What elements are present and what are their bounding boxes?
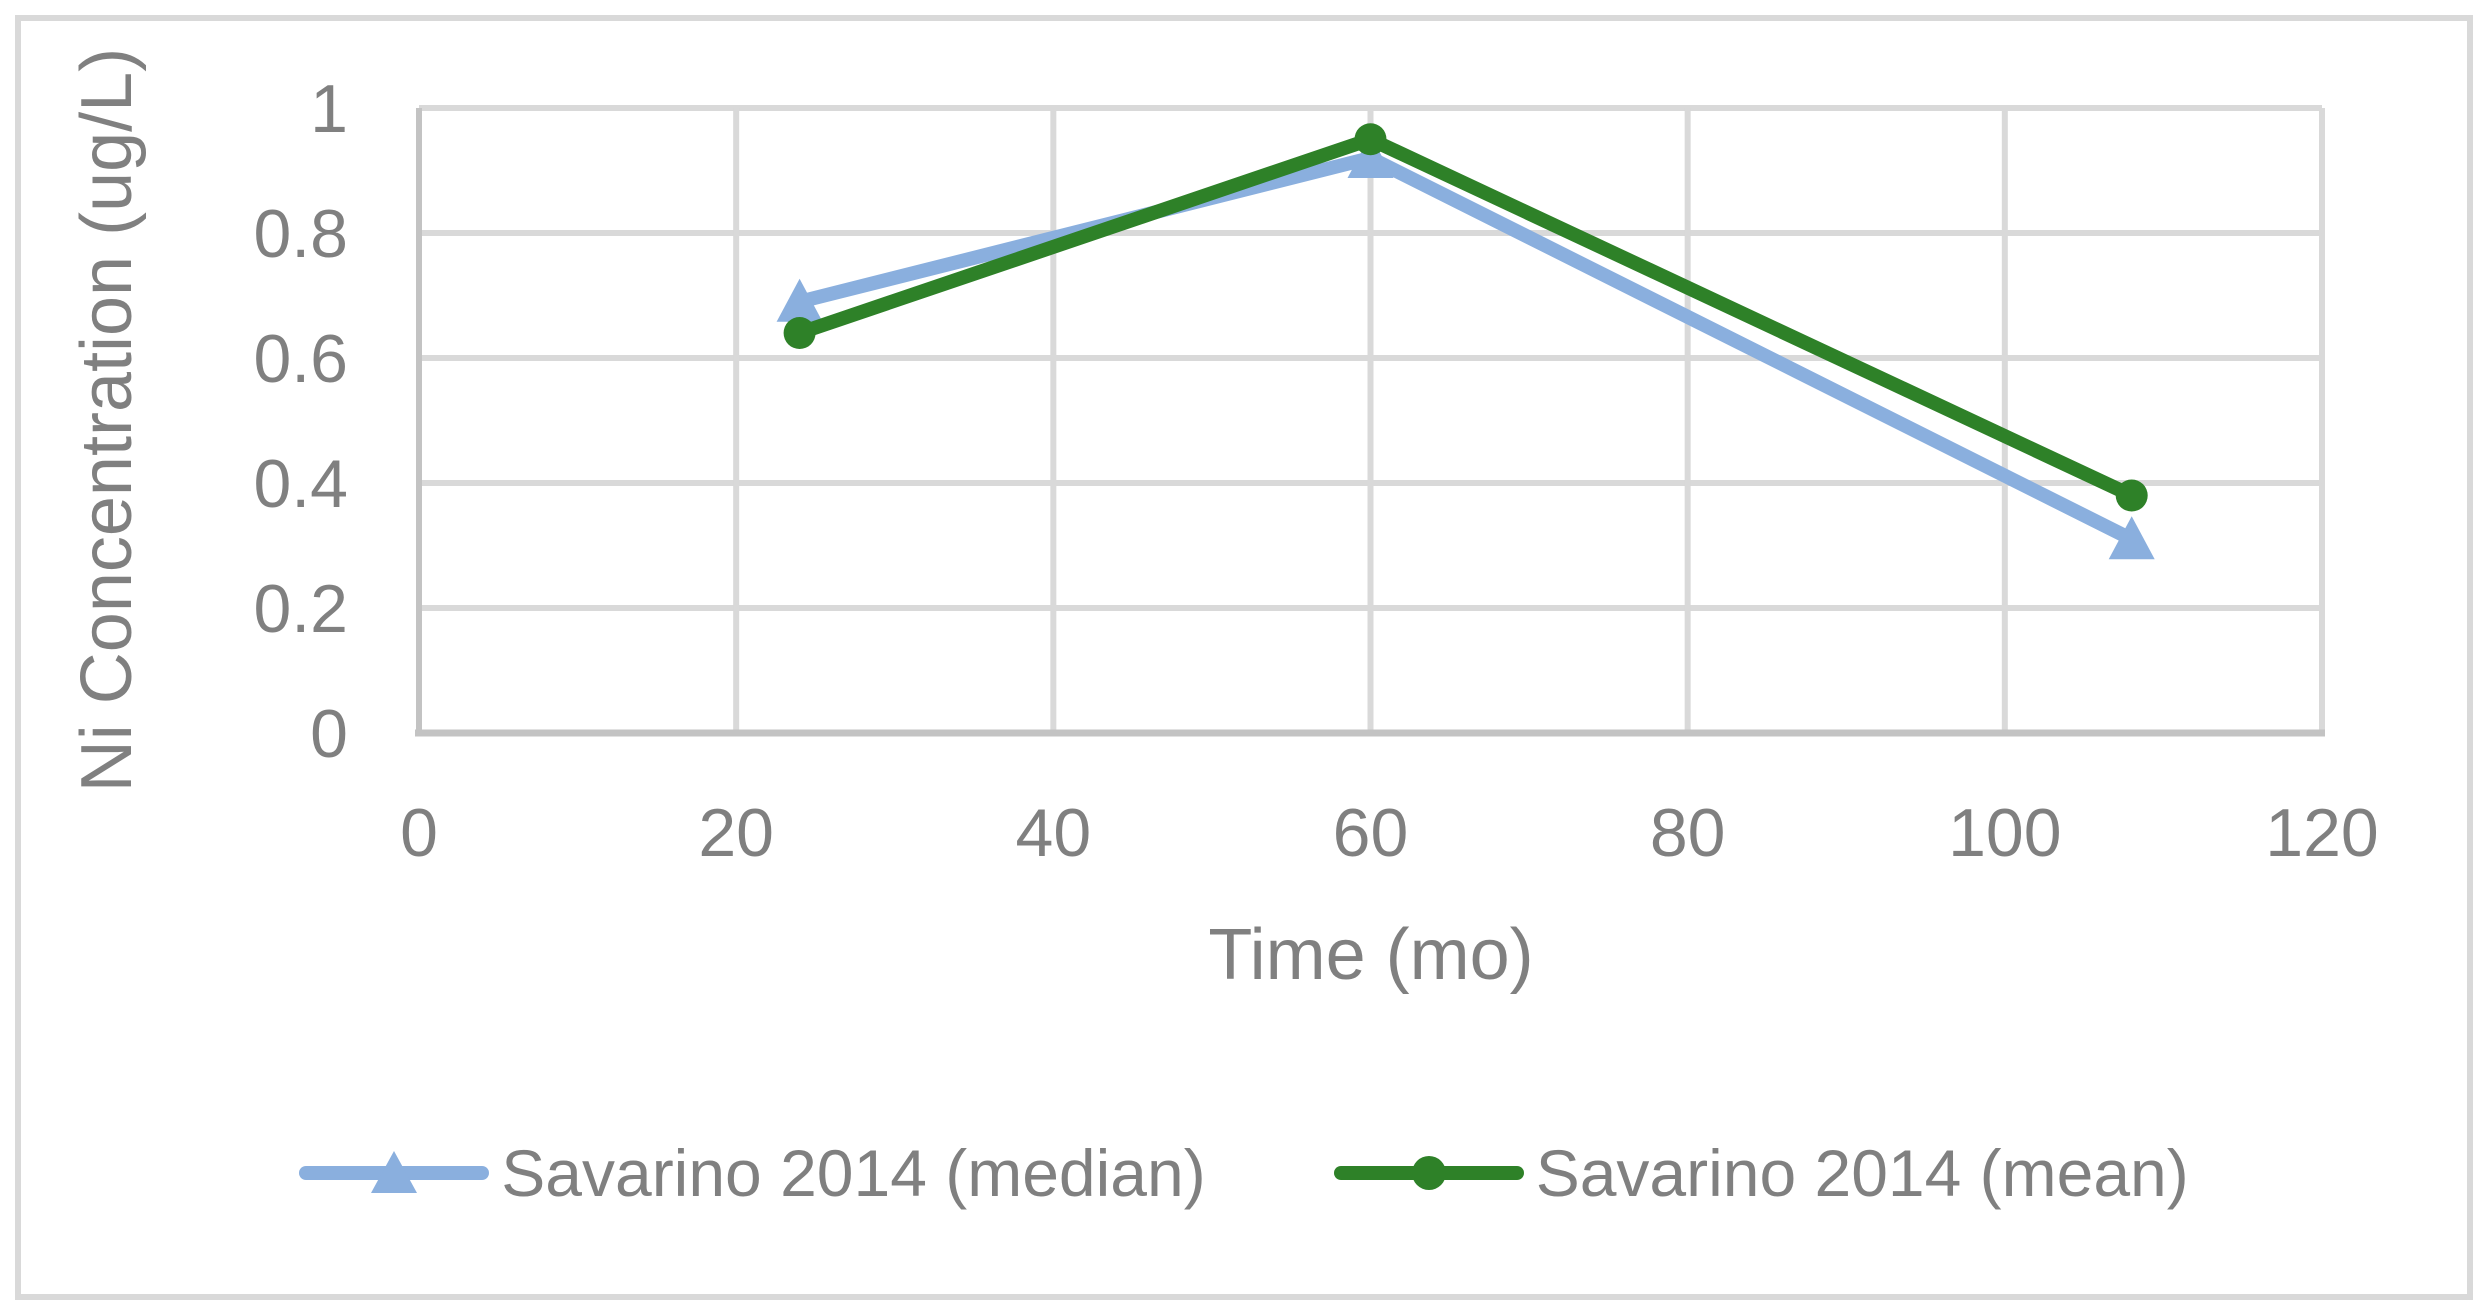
legend-item-median: Savarino 2014 (median) bbox=[299, 1135, 1206, 1211]
y-tick-label: 0.2 bbox=[253, 571, 348, 647]
legend-label-median: Savarino 2014 (median) bbox=[501, 1136, 1206, 1210]
legend-item-mean: Savarino 2014 (mean) bbox=[1333, 1135, 2189, 1211]
y-tick-label: 0.8 bbox=[253, 196, 348, 272]
data-point-triangle-marker bbox=[776, 278, 823, 322]
x-tick-label: 120 bbox=[2265, 795, 2378, 871]
data-point-triangle-marker bbox=[2108, 516, 2155, 560]
data-point-circle-marker bbox=[2115, 479, 2148, 512]
x-tick-label: 40 bbox=[1016, 795, 1092, 871]
y-tick-label: 1 bbox=[310, 71, 348, 147]
legend: Savarino 2014 (median) Savarino 2014 (me… bbox=[0, 1135, 2488, 1211]
x-axis-title: Time (mo) bbox=[1208, 915, 1534, 995]
data-point-triangle-marker bbox=[1347, 135, 1394, 178]
x-tick-label: 60 bbox=[1333, 795, 1409, 871]
x-tick-label: 0 bbox=[400, 795, 438, 871]
data-point-circle-marker bbox=[783, 317, 816, 349]
x-tick-label: 80 bbox=[1650, 795, 1726, 871]
y-axis-title: Ni Concentration (ug/L) bbox=[67, 47, 147, 793]
y-tick-label: 0.4 bbox=[253, 446, 348, 522]
mean-series-key-icon bbox=[1333, 1156, 1524, 1190]
x-tick-label: 100 bbox=[1948, 795, 2061, 871]
y-tick-label: 0 bbox=[310, 696, 348, 772]
x-tick-label: 20 bbox=[698, 795, 774, 871]
data-point-circle-marker bbox=[1354, 123, 1387, 156]
median-series-key-icon bbox=[299, 1151, 490, 1193]
y-tick-label: 0.6 bbox=[253, 321, 348, 397]
legend-label-mean: Savarino 2014 (mean) bbox=[1535, 1136, 2189, 1210]
